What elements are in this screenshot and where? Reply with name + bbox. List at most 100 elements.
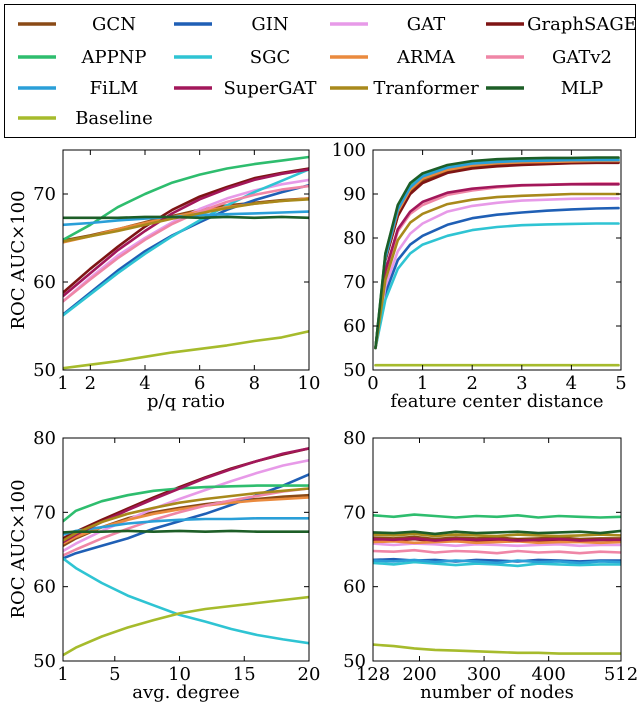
y-tick-label: 50: [343, 651, 366, 672]
x-tick-label: 8: [249, 373, 260, 394]
chart-panel-1: 1 2 4 6 8 10 50 60 70 p/q ratio ROC AUC×100: [8, 149, 321, 412]
legend-label-graphsage: GraphSAGE: [527, 14, 637, 35]
y-tick-label: 70: [343, 502, 366, 523]
series-line-tranformer: [63, 487, 309, 542]
legend-label-sgc: SGC: [250, 47, 290, 68]
legend-label-appnp: APPNP: [80, 47, 146, 68]
series-line-gin: [374, 206, 620, 350]
series-line-gatv2: [373, 548, 621, 555]
x-tick-label: 512: [604, 664, 638, 685]
legend: GCN GIN GAT GraphSAGE APPNP SGC ARMA GATv2 FiLM S…: [4, 4, 637, 138]
x-tick-label: 15: [233, 664, 256, 685]
series-line-sgc: [373, 560, 621, 568]
series-line-appnp: [63, 155, 309, 242]
y-tick-label: 70: [33, 184, 56, 205]
x-tick-label: 1: [57, 664, 68, 685]
y-tick-label: 60: [33, 577, 56, 598]
x-axis-label: feature center distance: [390, 391, 603, 412]
series-line-gatv2: [63, 487, 309, 557]
series-line-film: [373, 558, 621, 565]
x-tick-label: 10: [298, 373, 321, 394]
y-tick-label: 80: [343, 428, 366, 449]
series-line-mlp: [63, 215, 309, 220]
plot-frame: [372, 149, 622, 371]
series-line-supergat: [63, 168, 309, 298]
y-tick-label: 60: [343, 577, 366, 598]
series-line-sgc: [374, 222, 620, 350]
series-line-tranformer: [63, 198, 309, 243]
x-axis-label: number of nodes: [420, 682, 574, 703]
series-line-film: [63, 516, 309, 536]
series-line-appnp: [373, 513, 621, 519]
y-tick-label: 90: [343, 184, 366, 205]
x-tick-label: 0: [367, 373, 378, 394]
series-line-mlp: [373, 529, 621, 536]
legend-label-baseline: Baseline: [75, 108, 153, 129]
legend-label-arma: ARMA: [396, 47, 456, 68]
y-tick-label: 50: [33, 651, 56, 672]
series-line-baseline: [373, 643, 621, 655]
y-axis-label: ROC AUC×100: [8, 479, 29, 618]
series-line-supergat: [374, 183, 620, 350]
x-tick-label: 400: [531, 664, 565, 685]
series-group: [63, 447, 309, 657]
legend-label-gat: GAT: [407, 14, 445, 35]
y-tick-label: 60: [343, 316, 366, 337]
x-axis-label: avg. degree: [132, 682, 239, 703]
series-group: [63, 155, 309, 370]
series-line-gcn: [373, 535, 621, 541]
y-tick-label: 70: [343, 272, 366, 293]
series-line-tranformer: [374, 192, 620, 350]
y-tick-label: 50: [33, 360, 56, 381]
x-tick-label: 5: [109, 664, 120, 685]
y-tick-label: 100: [332, 140, 366, 161]
x-tick-label: 1: [57, 373, 68, 394]
x-tick-label: 200: [402, 664, 436, 685]
series-line-arma: [373, 539, 621, 545]
x-tick-label: 2: [85, 373, 96, 394]
x-tick-label: 10: [168, 664, 191, 685]
y-tick-label: 50: [343, 360, 366, 381]
legend-label-gcn: GCN: [92, 14, 136, 35]
x-axis-label: p/q ratio: [147, 391, 225, 412]
series-line-supergat: [373, 537, 621, 542]
x-tick-label: 3: [516, 373, 527, 394]
legend-label-tranformer: Tranformer: [373, 78, 479, 99]
legend-frame: [4, 4, 636, 138]
legend-label-supergat: SuperGAT: [223, 78, 316, 99]
y-tick-label: 80: [33, 428, 56, 449]
plot-frame: [372, 437, 622, 662]
plot-frame: [62, 437, 310, 662]
y-tick-label: 60: [33, 272, 56, 293]
series-line-sgc: [63, 557, 309, 645]
x-tick-label: 300: [467, 664, 501, 685]
legend-label-gatv2: GATv2: [552, 47, 612, 68]
x-tick-label: 1: [417, 373, 428, 394]
x-tick-label: 128: [356, 664, 390, 685]
x-tick-label: 2: [466, 373, 477, 394]
series-line-baseline: [63, 329, 309, 370]
legend-label-mlp: MLP: [561, 78, 604, 99]
legend-label-gin: GIN: [251, 14, 288, 35]
y-tick-label: 70: [33, 502, 56, 523]
series-line-gat: [374, 197, 620, 350]
series-line-mlp: [63, 529, 309, 534]
x-tick-label: 20: [298, 664, 321, 685]
y-axis-label: ROC AUC×100: [8, 190, 29, 329]
x-tick-label: 6: [194, 373, 205, 394]
series-line-baseline: [63, 595, 309, 657]
series-line-tranformer: [373, 532, 621, 538]
x-tick-label: 5: [615, 373, 626, 394]
series-line-sgc: [63, 168, 309, 317]
x-tick-label: 4: [566, 373, 577, 394]
chart-panel-4: 128 200 300 400 512 50 60 70 80 number of nodes: [343, 428, 638, 703]
chart-panel-2: 0 1 2 3 4 5 50 60 70 80 90 100 feature center distan…: [332, 140, 627, 412]
x-tick-label: 4: [139, 373, 150, 394]
y-tick-label: 80: [343, 228, 366, 249]
series-line-mlp: [374, 156, 620, 350]
legend-label-film: FiLM: [90, 78, 139, 99]
